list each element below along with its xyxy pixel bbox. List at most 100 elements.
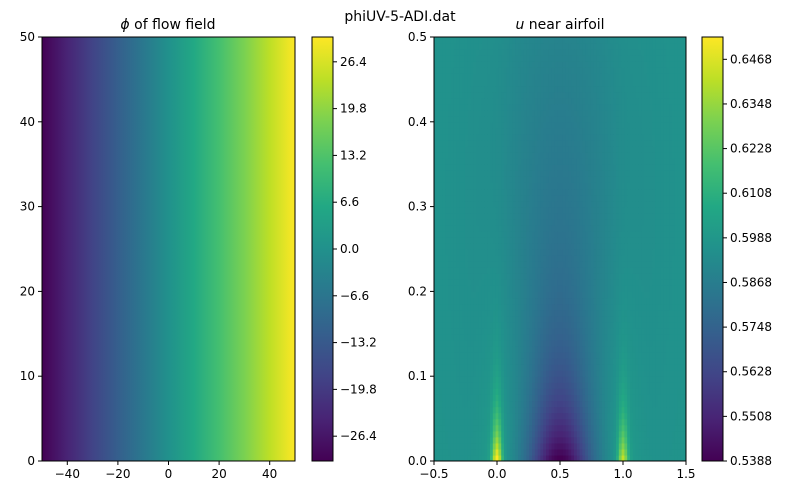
u-heatmap-cell	[593, 315, 597, 323]
u-heatmap-cell	[627, 358, 631, 365]
u-heatmap-cell	[456, 261, 460, 268]
u-heatmap-cell	[554, 200, 558, 208]
u-heatmap-cell	[644, 412, 648, 420]
u-heatmap-cell	[501, 200, 505, 208]
u-heatmap-cell	[576, 448, 581, 456]
u-heatmap-cell	[518, 394, 522, 402]
u-heatmap-cell	[568, 146, 572, 153]
u-heatmap-cell	[464, 242, 469, 250]
u-heatmap-cell	[666, 364, 670, 371]
u-heatmap-cell	[534, 242, 539, 250]
u-heatmap-cell	[560, 442, 564, 450]
u-heatmap-cell	[492, 345, 497, 353]
u-heatmap-cell	[627, 418, 631, 426]
u-heatmap-cell	[453, 206, 457, 214]
u-heatmap-cell	[529, 188, 533, 196]
u-heatmap-cell	[576, 424, 581, 432]
u-heatmap-cell	[616, 212, 620, 220]
u-heatmap-cell	[532, 327, 536, 335]
u-heatmap-cell	[512, 194, 516, 202]
u-heatmap-cell	[613, 194, 617, 202]
u-heatmap-cell	[462, 194, 466, 202]
u-heatmap-cell	[618, 158, 623, 165]
u-heatmap-cell	[672, 224, 676, 232]
u-heatmap-cell	[439, 382, 443, 389]
u-heatmap-cell	[585, 315, 589, 323]
u-heatmap-cell	[683, 442, 686, 450]
u-heatmap-cell	[579, 309, 583, 317]
u-heatmap-cell	[624, 176, 628, 183]
u-heatmap-cell	[590, 285, 595, 292]
u-heatmap-cell	[554, 364, 558, 371]
u-heatmap-cell	[644, 230, 648, 238]
u-heatmap-cell	[593, 327, 597, 335]
u-heatmap-cell	[470, 394, 474, 402]
u-heatmap-cell	[658, 382, 662, 389]
u-heatmap-cell	[501, 351, 505, 359]
u-heatmap-cell	[462, 236, 466, 244]
u-heatmap-cell	[515, 351, 519, 359]
u-heatmap-cell	[509, 412, 513, 420]
u-heatmap-cell	[590, 303, 595, 311]
u-heatmap-cell	[632, 412, 637, 420]
u-heatmap-cell	[470, 418, 474, 426]
u-heatmap-cell	[641, 351, 645, 359]
u-heatmap-cell	[672, 303, 676, 311]
u-heatmap-cell	[548, 345, 553, 353]
u-heatmap-cell	[680, 194, 684, 202]
u-heatmap-cell	[607, 164, 611, 171]
u-heatmap-cell	[604, 448, 609, 456]
u-heatmap-cell	[562, 351, 567, 359]
u-heatmap-cell	[509, 291, 513, 299]
u-heatmap-cell	[674, 279, 679, 286]
u-heatmap-cell	[509, 370, 513, 377]
u-heatmap-cell	[456, 442, 460, 450]
u-heatmap-cell	[476, 194, 480, 202]
u-heatmap-cell	[520, 412, 525, 420]
u-heatmap-cell	[660, 133, 665, 141]
u-heatmap-cell	[674, 158, 679, 165]
u-heatmap-cell	[613, 345, 617, 353]
u-heatmap-cell	[683, 224, 686, 232]
u-heatmap-cell	[529, 158, 533, 165]
u-heatmap-cell	[677, 454, 681, 461]
u-heatmap-cell	[436, 242, 441, 250]
u-heatmap-cell	[658, 139, 662, 147]
u-heatmap-cell	[490, 370, 494, 377]
u-heatmap-cell	[565, 206, 569, 214]
u-heatmap-cell	[490, 249, 494, 256]
u-heatmap-cell	[616, 127, 620, 135]
u-heatmap-cell	[596, 261, 600, 268]
u-heatmap-cell	[660, 436, 665, 444]
u-heatmap-cell	[448, 327, 452, 335]
u-heatmap-cell	[613, 146, 617, 153]
u-heatmap-cell	[464, 424, 469, 432]
u-heatmap-cell	[644, 309, 648, 317]
u-heatmap-cell	[506, 315, 511, 323]
u-heatmap-cell	[635, 327, 639, 335]
u-heatmap-cell	[492, 273, 497, 280]
u-heatmap-cell	[470, 279, 474, 286]
u-heatmap-cell	[672, 146, 676, 153]
u-heatmap-cell	[683, 418, 686, 426]
u-heatmap-cell	[674, 188, 679, 196]
u-heatmap-cell	[557, 133, 561, 141]
u-heatmap-cell	[576, 430, 581, 438]
u-heatmap-cell	[478, 164, 483, 171]
u-heatmap-cell	[560, 364, 564, 371]
u-heatmap-cell	[459, 364, 463, 371]
u-heatmap-cell	[641, 127, 645, 135]
u-heatmap-cell	[481, 370, 485, 377]
u-heatmap-cell	[630, 291, 634, 299]
u-heatmap-cell	[473, 200, 477, 208]
u-heatmap-cell	[602, 194, 606, 202]
u-heatmap-cell	[557, 394, 561, 402]
u-heatmap-cell	[646, 436, 651, 444]
u-heatmap-cell	[498, 309, 502, 317]
u-heatmap-cell	[445, 436, 449, 444]
u-heatmap-cell	[554, 236, 558, 244]
u-heatmap-cell	[621, 261, 625, 268]
u-heatmap-cell	[518, 127, 522, 135]
u-heatmap-cell	[557, 146, 561, 153]
u-heatmap-cell	[548, 267, 553, 274]
